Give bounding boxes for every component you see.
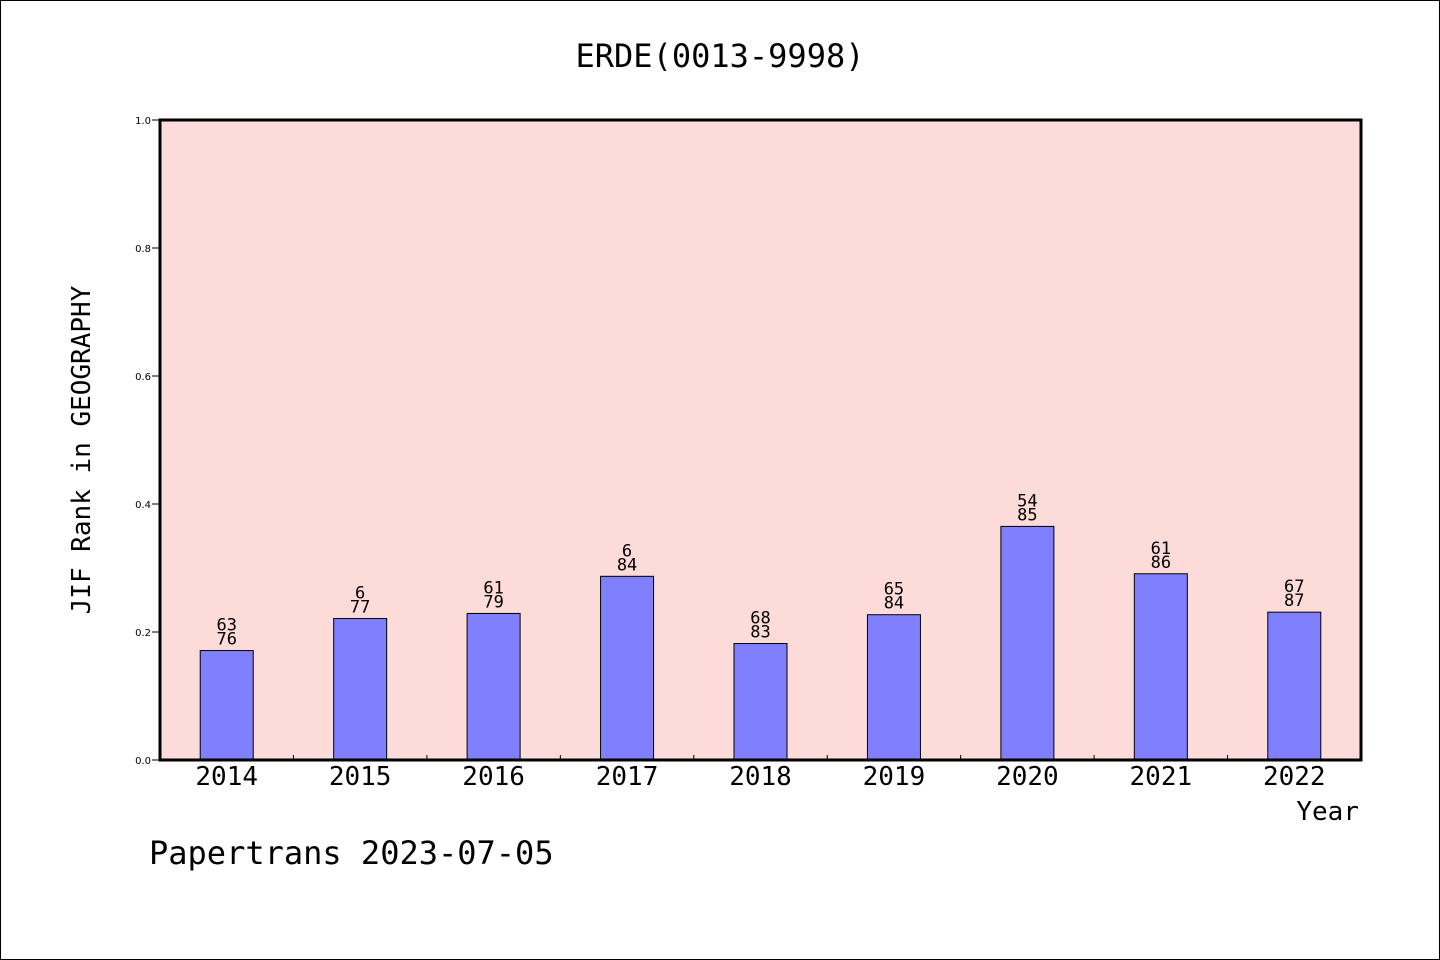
data-label-rank: 61 — [1151, 539, 1171, 559]
data-label-rank: 6 — [622, 541, 632, 561]
x-axis-label: Year — [1296, 797, 1359, 827]
y-tick-label: 0.8 — [135, 244, 151, 255]
chart-title: ERDE(0013-9998) — [576, 37, 865, 75]
bar-2019 — [866, 614, 921, 761]
bar-2016 — [466, 612, 521, 761]
data-label-total: 76 — [216, 630, 236, 650]
data-label-total: 79 — [483, 592, 503, 612]
y-tick-label: 0.6 — [135, 372, 151, 383]
plot-border — [158, 118, 1363, 762]
x-tick-label: 2017 — [596, 762, 659, 792]
data-label-total: 85 — [1017, 505, 1037, 525]
data-label-total: 87 — [1284, 591, 1304, 611]
data-label-total: 86 — [1151, 553, 1171, 573]
footer-text: Papertrans 2023-07-05 — [149, 834, 554, 872]
data-label-rank: 63 — [216, 616, 236, 636]
data-label-total: 84 — [884, 594, 904, 614]
x-tick-label: 2014 — [195, 762, 258, 792]
data-label-total: 83 — [750, 623, 770, 643]
data-label-rank: 61 — [483, 578, 503, 598]
bar-2014 — [199, 650, 254, 761]
x-tick-label: 2018 — [729, 762, 792, 792]
bar-2022 — [1267, 611, 1322, 761]
x-tick-label: 2015 — [329, 762, 392, 792]
x-tick-label: 2021 — [1130, 762, 1193, 792]
y-tick-label: 1.0 — [135, 116, 151, 127]
bar-2018 — [733, 643, 788, 761]
x-tick-label: 2016 — [462, 762, 525, 792]
y-tick-label: 0.2 — [135, 628, 151, 639]
x-tick-label: 2019 — [863, 762, 926, 792]
bar-2017 — [600, 575, 655, 761]
data-label-total: 84 — [617, 555, 637, 575]
y-tick-label: 0.4 — [135, 500, 151, 511]
data-label-rank: 68 — [750, 609, 770, 629]
bar-2020 — [1000, 525, 1055, 761]
data-label-rank: 65 — [884, 580, 904, 600]
data-label-rank: 67 — [1284, 577, 1304, 597]
bar-2021 — [1133, 573, 1188, 761]
y-axis-label: JIF Rank in GEOGRAPHY — [67, 285, 97, 614]
data-label-total: 77 — [350, 598, 370, 618]
data-label-rank: 54 — [1017, 491, 1037, 511]
data-label-rank: 6 — [355, 584, 365, 604]
bar-2015 — [333, 618, 388, 761]
y-tick-label: 0.0 — [135, 756, 151, 767]
x-tick-label: 2022 — [1263, 762, 1326, 792]
x-tick-label: 2020 — [996, 762, 1059, 792]
